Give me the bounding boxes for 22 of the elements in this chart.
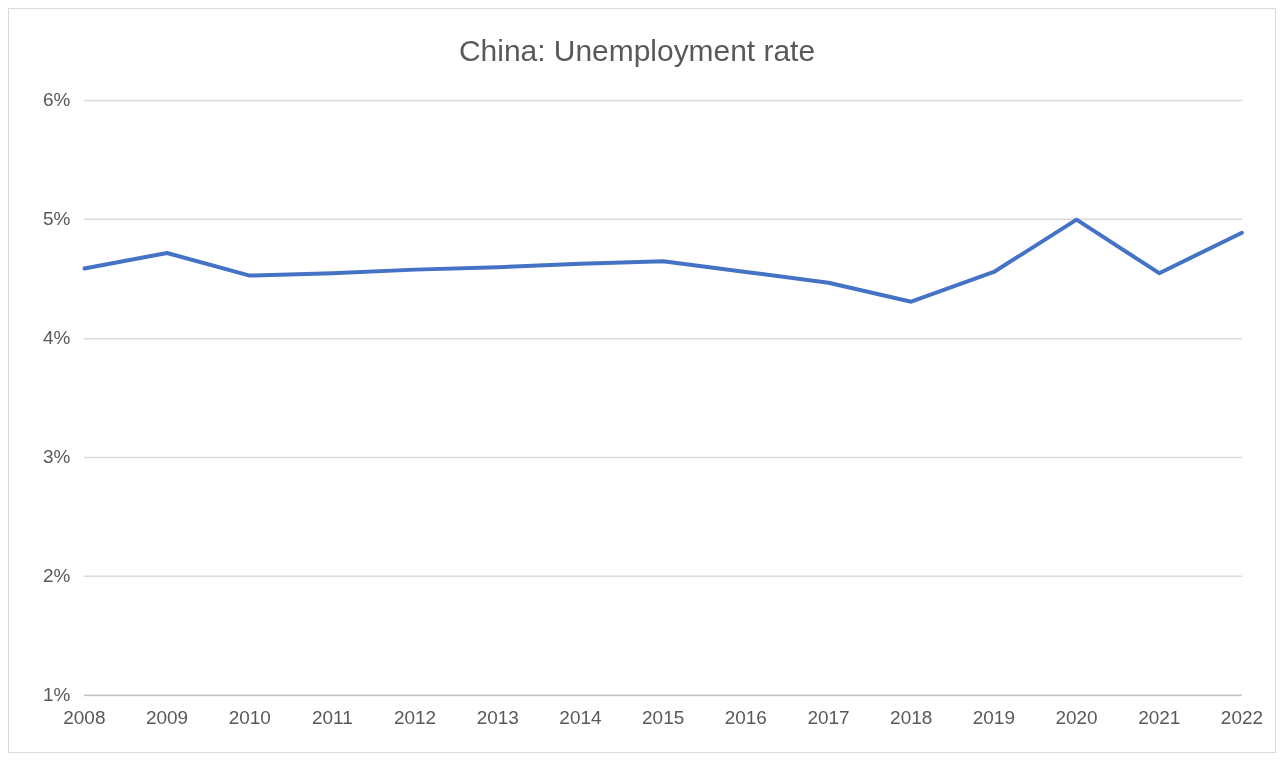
x-tick-label: 2017 [807, 706, 850, 728]
x-tick-label: 2020 [1055, 706, 1098, 728]
x-tick-label: 2019 [972, 706, 1015, 728]
x-tick-label: 2009 [145, 706, 189, 728]
x-tick-label: 2015 [642, 706, 685, 728]
x-tick-label: 2013 [476, 706, 519, 728]
x-tick-label: 2011 [312, 706, 353, 728]
y-tick-label: 5% [42, 207, 71, 229]
x-tick-label: 2022 [1220, 706, 1263, 728]
x-tick-label: 2021 [1138, 706, 1181, 728]
y-tick-label: 1% [42, 683, 71, 705]
chart-title: China: Unemployment rate [458, 34, 816, 68]
x-tick-label: 2008 [63, 706, 106, 728]
y-tick-label: 3% [42, 445, 71, 467]
y-tick-label: 2% [42, 564, 71, 586]
x-tick-label: 2012 [394, 706, 437, 728]
y-tick-label: 6% [42, 88, 71, 110]
y-tick-label: 4% [42, 326, 71, 348]
x-tick-label: 2010 [228, 706, 271, 728]
x-tick-label: 2018 [890, 706, 933, 728]
x-tick-label: 2016 [724, 706, 767, 728]
x-tick-label: 2014 [559, 706, 602, 728]
